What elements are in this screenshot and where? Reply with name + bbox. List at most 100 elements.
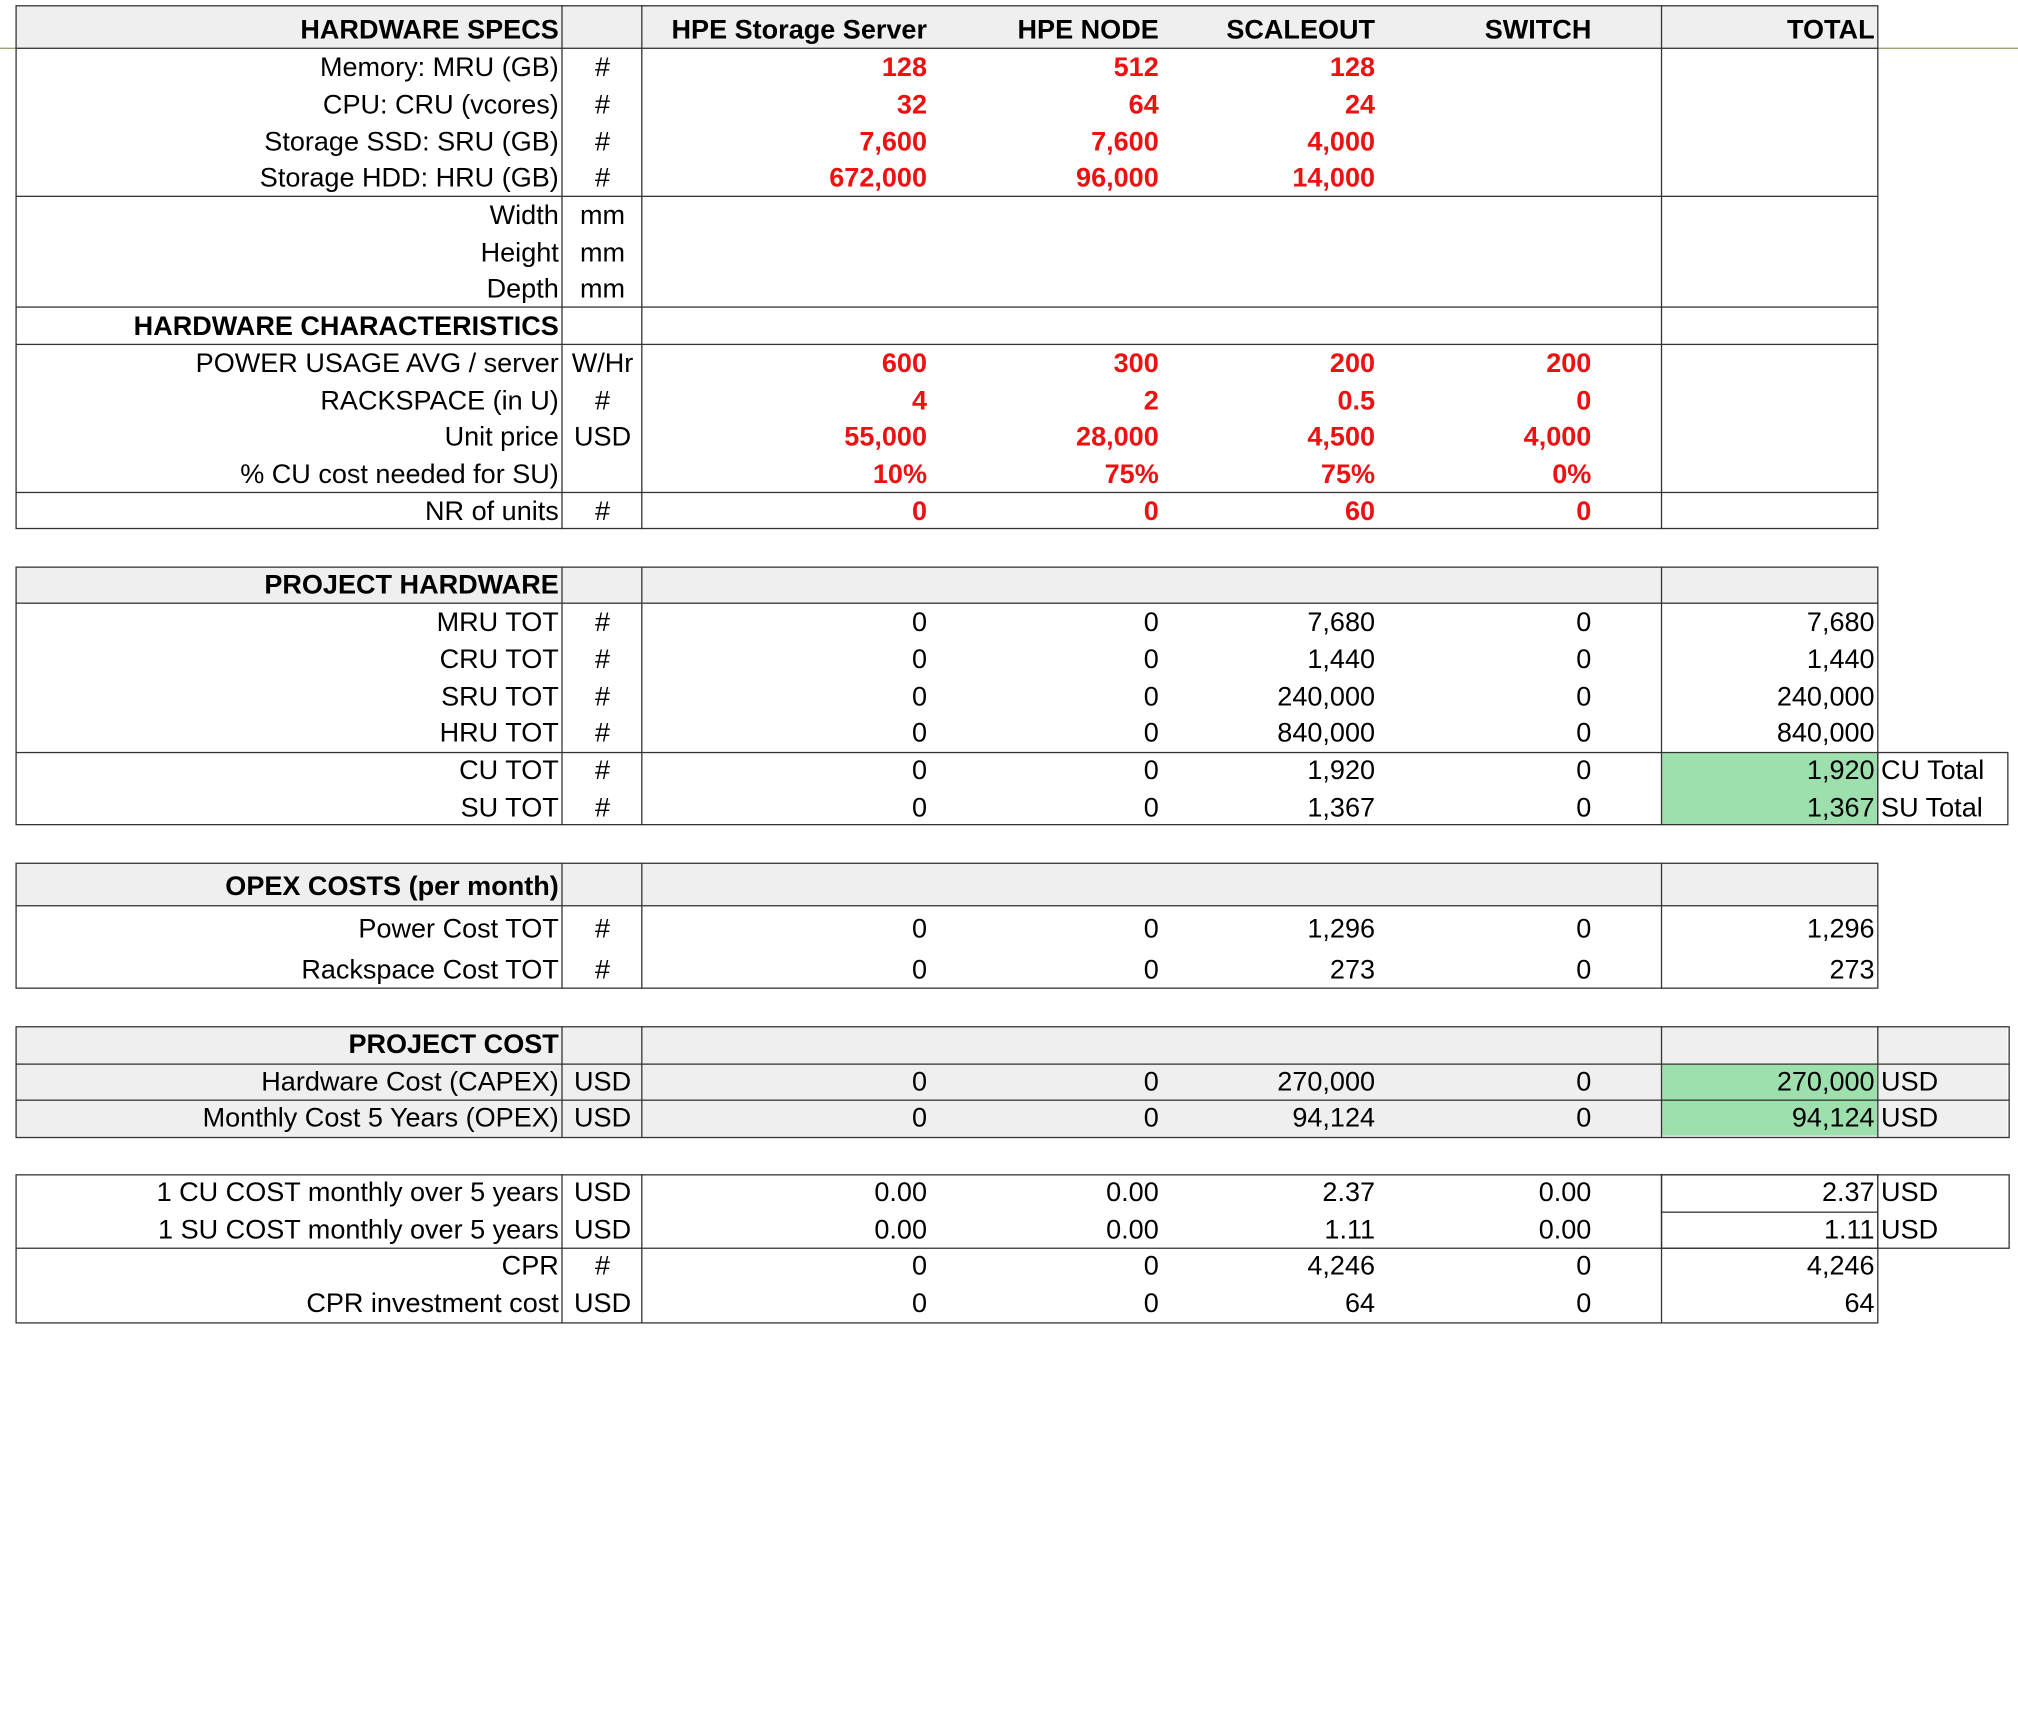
value-cell[interactable]: 0.00 [1106, 1178, 1159, 1208]
value-cell[interactable]: 1,296 [1307, 914, 1376, 944]
value-cell[interactable]: 240,000 [1277, 682, 1376, 712]
total-cell[interactable]: 273 [1829, 955, 1875, 985]
value-cell[interactable]: 2.37 [1322, 1178, 1376, 1208]
value-cell[interactable]: 840,000 [1277, 718, 1376, 749]
total-cell[interactable]: 4,246 [1806, 1251, 1875, 1282]
value-cell[interactable]: 0 [1576, 955, 1592, 985]
su-total-cell[interactable]: 1,367 [1806, 793, 1875, 823]
value-cell[interactable]: 0 [911, 607, 927, 638]
input-cell[interactable]: 128 [881, 52, 927, 83]
input-cell[interactable]: 4,000 [1523, 422, 1592, 452]
value-cell[interactable]: 0 [1576, 1251, 1592, 1282]
input-cell[interactable]: 75% [1104, 459, 1159, 490]
value-cell[interactable]: 0 [911, 955, 927, 985]
value-cell[interactable]: 4,246 [1307, 1251, 1376, 1282]
value-cell[interactable]: 0 [1143, 607, 1159, 638]
input-cell[interactable]: 4 [911, 386, 927, 416]
value-cell[interactable]: 0.00 [1538, 1178, 1592, 1208]
value-cell[interactable]: 0 [911, 718, 927, 749]
cu-total-cell[interactable]: 1,920 [1806, 755, 1875, 786]
input-cell[interactable]: 128 [1329, 52, 1376, 83]
value-cell[interactable]: 273 [1329, 955, 1376, 985]
input-cell[interactable]: 4,000 [1307, 127, 1376, 158]
input-cell[interactable]: 64 [1128, 90, 1159, 120]
input-cell[interactable]: 14,000 [1292, 163, 1376, 194]
value-cell[interactable]: 0 [1143, 718, 1159, 749]
input-cell[interactable]: 24 [1344, 90, 1376, 120]
input-cell[interactable]: 672,000 [829, 163, 927, 194]
value-cell[interactable]: 0 [1576, 682, 1592, 712]
input-cell[interactable]: 512 [1113, 52, 1159, 83]
input-cell[interactable]: 28,000 [1076, 422, 1159, 452]
input-cell[interactable]: 75% [1320, 459, 1376, 490]
value-cell[interactable]: 270,000 [1277, 1067, 1376, 1097]
value-cell[interactable]: 0 [1576, 755, 1592, 786]
input-cell[interactable]: 4,500 [1307, 422, 1376, 452]
value-cell[interactable]: 0 [1576, 645, 1592, 675]
input-cell[interactable]: 200 [1329, 348, 1376, 379]
input-cell[interactable]: 10% [872, 459, 927, 490]
input-cell[interactable]: 96,000 [1076, 163, 1159, 194]
value-cell[interactable]: 0 [1143, 1288, 1159, 1319]
value-cell[interactable]: 64 [1344, 1288, 1376, 1319]
value-cell[interactable]: 0 [911, 1251, 927, 1282]
input-cell[interactable]: 0% [1552, 459, 1592, 490]
input-cell[interactable]: 7,600 [1091, 127, 1159, 158]
input-cell[interactable]: 32 [896, 90, 927, 120]
value-cell[interactable]: 0 [911, 755, 927, 786]
input-cell[interactable]: 600 [881, 348, 927, 379]
input-cell[interactable]: 300 [1113, 348, 1159, 379]
input-cell[interactable]: 0 [911, 496, 927, 527]
input-cell[interactable]: 0 [1576, 386, 1592, 416]
value-cell[interactable]: 1,920 [1307, 755, 1376, 786]
value-cell[interactable]: 0 [911, 1067, 927, 1097]
value-cell[interactable]: 0 [911, 1103, 927, 1133]
input-cell[interactable]: 0 [1576, 496, 1592, 527]
value-cell[interactable]: 7,680 [1307, 607, 1376, 638]
value-cell[interactable]: 0 [1576, 914, 1592, 944]
total-cell[interactable]: 1,296 [1806, 914, 1875, 944]
input-cell[interactable]: 200 [1546, 348, 1592, 379]
value-cell[interactable]: 0 [911, 914, 927, 944]
value-cell[interactable]: 0 [1143, 793, 1159, 823]
value-cell[interactable]: 1,367 [1307, 793, 1376, 823]
value-cell[interactable]: 0 [1576, 1067, 1592, 1097]
value-cell[interactable]: 0.00 [874, 1178, 927, 1208]
value-cell[interactable]: 0 [1143, 914, 1159, 944]
input-cell[interactable]: 0.5 [1337, 386, 1376, 416]
total-cell[interactable]: 7,680 [1806, 607, 1875, 638]
input-cell[interactable]: 2 [1143, 386, 1159, 416]
value-cell[interactable]: 0.00 [1106, 1215, 1159, 1246]
value-cell[interactable]: 0 [1576, 607, 1592, 638]
input-cell[interactable]: 7,600 [859, 127, 927, 158]
value-cell[interactable]: 0 [1576, 793, 1592, 823]
value-cell[interactable]: 0 [1576, 1103, 1592, 1133]
value-cell[interactable]: 0 [1143, 755, 1159, 786]
value-cell[interactable]: 1.11 [1324, 1215, 1376, 1246]
value-cell[interactable]: 0 [911, 1288, 927, 1319]
value-cell[interactable]: 0 [1143, 1067, 1159, 1097]
total-cell[interactable]: 64 [1844, 1288, 1875, 1319]
total-cell[interactable]: 840,000 [1776, 718, 1875, 749]
value-cell[interactable]: 0.00 [874, 1215, 927, 1246]
input-cell[interactable]: 60 [1344, 496, 1376, 527]
value-cell[interactable]: 0 [1143, 645, 1159, 675]
capex-total-cell[interactable]: 270,000 [1776, 1067, 1875, 1097]
value-cell[interactable]: 0 [911, 682, 927, 712]
value-cell[interactable]: 0.00 [1538, 1215, 1592, 1246]
input-cell[interactable]: 55,000 [844, 422, 927, 452]
total-cell[interactable]: 1,440 [1806, 645, 1875, 675]
value-cell[interactable]: 0 [1143, 682, 1159, 712]
value-cell[interactable]: 0 [1143, 1103, 1159, 1133]
value-cell[interactable]: 0 [911, 793, 927, 823]
value-cell[interactable]: 0 [1143, 955, 1159, 985]
total-cell[interactable]: 1.11 [1823, 1215, 1875, 1246]
value-cell[interactable]: 0 [1143, 1251, 1159, 1282]
value-cell[interactable]: 0 [911, 645, 927, 675]
value-cell[interactable]: 94,124 [1292, 1103, 1376, 1133]
value-cell[interactable]: 1,440 [1307, 645, 1376, 675]
total-cell[interactable]: 240,000 [1776, 682, 1875, 712]
input-cell[interactable]: 0 [1143, 496, 1159, 527]
total-cell[interactable]: 2.37 [1821, 1178, 1875, 1208]
opex-total-cell[interactable]: 94,124 [1791, 1103, 1875, 1133]
